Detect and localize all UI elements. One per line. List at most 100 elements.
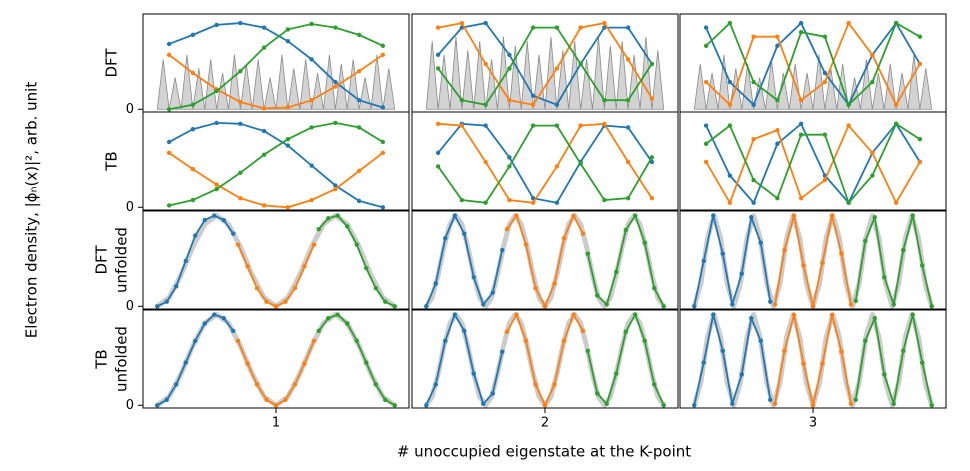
row-label: DFT xyxy=(93,245,111,275)
data-point xyxy=(459,197,465,203)
data-point xyxy=(356,198,362,204)
data-point xyxy=(775,196,780,201)
data-point xyxy=(504,226,510,232)
data-point xyxy=(326,315,331,321)
data-point xyxy=(190,70,196,76)
data-point xyxy=(285,39,291,44)
data-point xyxy=(633,213,638,218)
data-point xyxy=(166,150,172,156)
panel-content xyxy=(156,20,396,112)
data-point xyxy=(602,121,607,126)
series-line xyxy=(774,215,852,307)
data-point xyxy=(730,401,735,407)
data-point xyxy=(309,21,314,27)
data-point xyxy=(703,25,709,30)
data-point xyxy=(920,263,925,268)
data-point xyxy=(727,123,733,128)
data-point xyxy=(261,128,267,134)
data-point xyxy=(302,361,307,366)
data-point xyxy=(261,25,267,30)
data-point xyxy=(775,98,780,103)
data-point xyxy=(853,397,858,403)
data-point xyxy=(433,281,438,286)
data-point xyxy=(254,285,260,291)
data-point xyxy=(364,360,369,365)
data-point xyxy=(283,397,288,403)
panel-content xyxy=(155,312,397,408)
data-point xyxy=(383,299,388,304)
data-point xyxy=(872,215,877,220)
data-point xyxy=(720,348,725,354)
data-point xyxy=(727,102,733,107)
data-point xyxy=(929,403,934,408)
panel-content xyxy=(155,213,397,309)
data-point xyxy=(775,127,780,133)
data-point xyxy=(602,197,607,203)
data-point xyxy=(285,105,291,110)
data-point xyxy=(720,251,725,256)
data-point xyxy=(533,382,538,387)
data-point xyxy=(285,205,291,210)
data-point xyxy=(839,349,844,354)
data-point xyxy=(739,372,744,377)
data-point xyxy=(309,197,314,203)
data-point xyxy=(285,137,291,142)
data-point xyxy=(822,79,828,85)
series-line xyxy=(705,21,921,107)
data-point xyxy=(530,200,536,205)
series-line xyxy=(705,21,921,107)
data-point xyxy=(238,170,243,175)
data-point xyxy=(782,348,787,354)
data-point xyxy=(820,361,825,366)
density-area xyxy=(693,54,933,110)
data-point xyxy=(335,312,340,317)
data-point xyxy=(424,304,429,309)
series-line xyxy=(437,124,653,204)
data-point xyxy=(578,61,583,67)
data-point xyxy=(910,213,915,218)
data-point xyxy=(822,132,828,137)
data-point xyxy=(507,155,512,160)
series-line xyxy=(705,123,921,205)
data-point xyxy=(261,152,267,157)
data-point xyxy=(751,200,756,205)
panel-frame xyxy=(142,111,410,211)
data-point xyxy=(335,213,340,218)
data-point xyxy=(214,182,219,187)
data-point xyxy=(435,25,441,30)
data-point xyxy=(633,312,638,317)
data-point xyxy=(309,57,314,62)
data-point xyxy=(261,203,267,208)
series-line xyxy=(506,213,584,309)
row-label: TB xyxy=(93,349,111,369)
data-point xyxy=(870,173,875,178)
data-point xyxy=(530,123,536,128)
data-point xyxy=(848,302,854,307)
data-point xyxy=(554,123,560,128)
data-point xyxy=(311,338,317,344)
data-point xyxy=(768,299,773,304)
data-point xyxy=(882,275,887,280)
y-tick-label: 0 xyxy=(126,200,134,215)
series-line xyxy=(705,122,921,205)
data-point xyxy=(190,127,196,132)
data-point xyxy=(155,403,160,408)
series-line xyxy=(437,122,653,204)
panel-frame xyxy=(679,111,947,211)
data-point xyxy=(863,238,868,244)
data-point xyxy=(533,285,538,291)
data-point xyxy=(193,233,198,238)
data-point xyxy=(652,285,657,291)
data-point xyxy=(561,236,567,241)
data-point xyxy=(354,338,359,344)
data-point xyxy=(822,34,828,39)
data-point xyxy=(801,361,806,366)
data-point xyxy=(751,137,756,142)
data-point xyxy=(772,401,778,407)
series-line xyxy=(437,22,653,106)
data-point xyxy=(602,25,607,30)
panel-frame xyxy=(142,210,410,310)
series-line xyxy=(437,22,653,106)
data-point xyxy=(273,403,279,408)
data-point xyxy=(751,79,756,85)
